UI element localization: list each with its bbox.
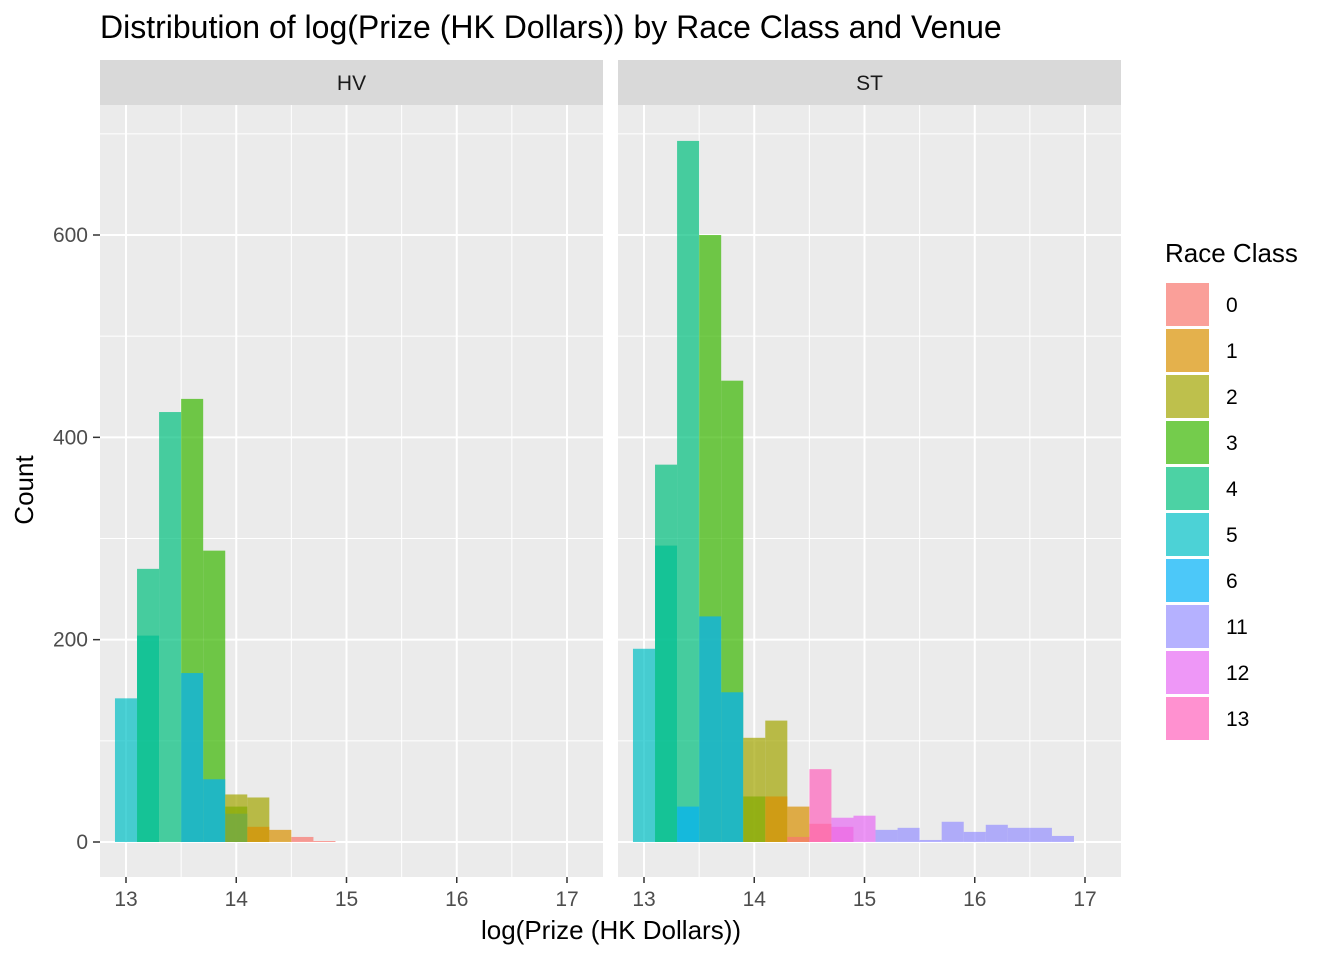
x-tick-label: 16 (963, 888, 986, 911)
legend-key-class-13 (1166, 697, 1209, 740)
legend-label-class-2: 2 (1226, 386, 1238, 409)
histogram-bar-class-11 (897, 827, 920, 842)
facet-strip-hv (100, 60, 603, 105)
histogram-bar-class-4 (137, 568, 160, 842)
legend-key-class-1 (1166, 329, 1209, 372)
histogram-bar-class-0 (787, 836, 810, 842)
legend-key-class-3 (1166, 421, 1209, 464)
histogram-bar-class-11 (941, 821, 964, 842)
legend-label-class-13: 13 (1226, 708, 1249, 731)
legend-label-class-1: 1 (1226, 340, 1238, 363)
histogram-bar-class-2 (225, 794, 248, 842)
legend-label-class-11: 11 (1226, 616, 1248, 639)
histogram-bar-class-2 (743, 737, 766, 842)
legend-key-class-6 (1166, 559, 1209, 602)
histogram-bar-class-6 (721, 692, 744, 842)
x-tick-label: 13 (632, 888, 655, 911)
histogram-bar-class-6 (203, 779, 226, 842)
histogram-bar-class-6 (181, 673, 204, 842)
histogram-bar-class-11 (985, 824, 1008, 842)
legend-key-class-12 (1166, 651, 1209, 694)
legend-label-class-0: 0 (1226, 294, 1238, 317)
x-axis-title: log(Prize (HK Dollars)) (481, 915, 741, 945)
facet-strip-label: ST (856, 72, 883, 95)
histogram-bar-class-5 (114, 698, 138, 842)
histogram-bar-class-11 (919, 839, 942, 842)
legend-label-class-12: 12 (1226, 662, 1249, 685)
histogram-bar-class-11 (875, 829, 898, 842)
histogram-bar-class-1 (269, 829, 292, 842)
x-tick-label: 13 (114, 888, 137, 911)
histogram-bar-class-11 (963, 831, 986, 842)
y-tick-label: 200 (53, 629, 88, 652)
panel-hv: HV 13 14 15 16 17 (100, 60, 603, 911)
histogram-bar-class-3 (203, 550, 226, 842)
histogram-bar-class-1 (787, 806, 810, 842)
legend-title: Race Class (1165, 238, 1298, 268)
y-axis-title: Count (9, 455, 39, 525)
x-tick-label: 15 (335, 888, 358, 911)
legend-key-class-2 (1166, 375, 1209, 418)
histogram-bar-class-13 (809, 769, 832, 842)
histogram-bar-class-0 (291, 836, 314, 842)
panel-st: ST 13 14 15 16 17 (618, 60, 1121, 911)
histogram-bar-class-1 (247, 826, 270, 842)
legend-label-class-5: 5 (1226, 524, 1238, 547)
chart-title: Distribution of log(Prize (HK Dollars)) … (100, 9, 1002, 45)
x-tick-label: 17 (555, 888, 578, 911)
histogram-bar-class-11 (1051, 835, 1074, 842)
histogram-bar-class-1 (765, 796, 788, 842)
histogram-bar-class-11 (1029, 827, 1052, 842)
y-tick-label: 0 (76, 831, 88, 854)
legend-label-class-6: 6 (1226, 570, 1238, 593)
histogram-bar-class-12 (853, 815, 876, 842)
x-tick-label: 17 (1073, 888, 1096, 911)
x-tick-label: 14 (743, 888, 767, 911)
legend-key-class-0 (1166, 283, 1209, 326)
histogram-bar-class-0 (313, 840, 336, 842)
histogram-bar-class-4 (159, 412, 182, 842)
histogram-bar-class-4 (655, 464, 678, 842)
x-tick-label: 15 (853, 888, 876, 911)
legend-label-class-3: 3 (1226, 432, 1238, 455)
legend-label-class-4: 4 (1226, 478, 1238, 501)
histogram-bar-class-6 (699, 616, 722, 842)
legend-key-class-4 (1166, 467, 1209, 510)
x-tick-label: 14 (225, 888, 249, 911)
facet-strip-st (618, 60, 1121, 105)
histogram-bar-class-5 (632, 648, 656, 842)
histogram-bar-class-11 (1007, 827, 1030, 842)
histogram-bar-class-4 (677, 140, 700, 843)
facet-panels: HV 13 14 15 16 17 ST 13 14 15 16 17 0 200 400 600 (53, 60, 1121, 911)
facet-strip-label: HV (337, 72, 366, 95)
x-tick-label: 16 (445, 888, 468, 911)
legend-key-class-5 (1166, 513, 1209, 556)
legend-key-class-11 (1166, 605, 1209, 648)
y-tick-label: 600 (53, 224, 88, 247)
histogram-bar-class-6 (677, 806, 700, 842)
y-tick-label: 400 (53, 426, 88, 449)
histogram-bar-class-12 (831, 817, 854, 842)
